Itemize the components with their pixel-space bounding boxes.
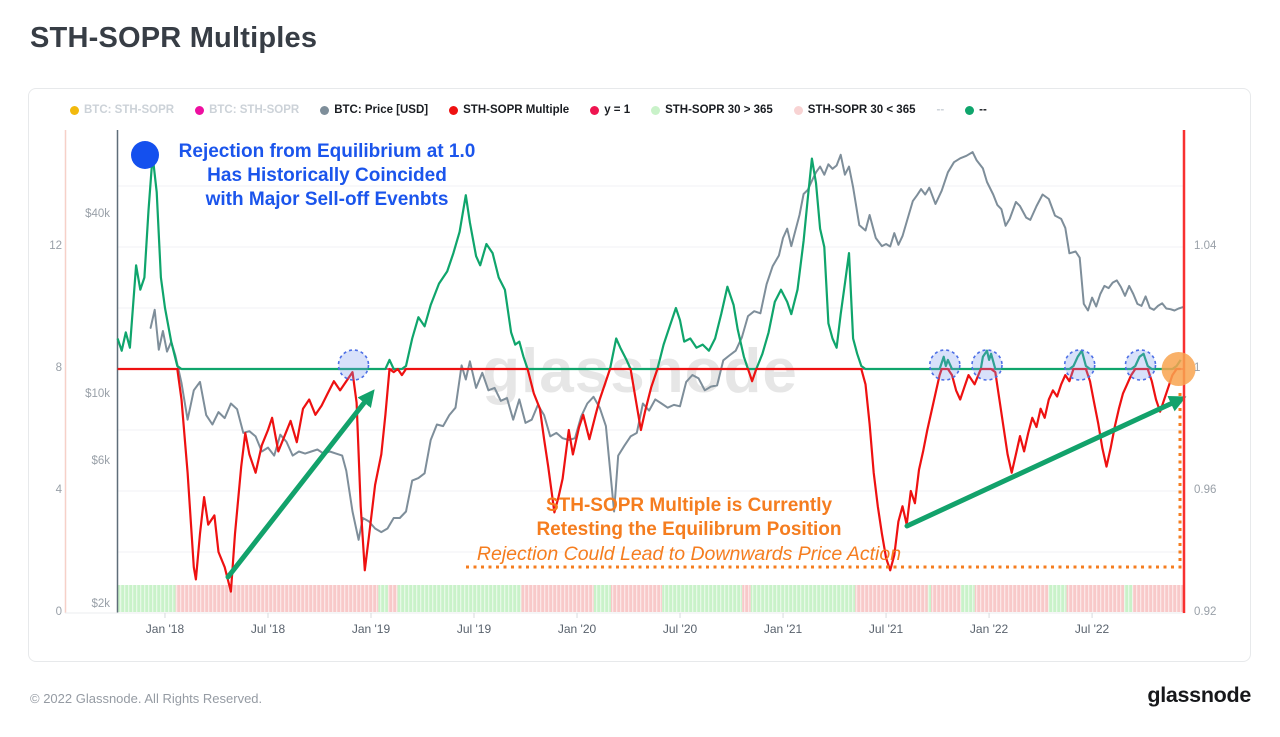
orange-note-line-2: Retesting the Equilibrum Position	[536, 519, 842, 540]
orange-note-line-1: STH-SOPR Multiple is Currently	[545, 495, 833, 516]
legend-item-btc-sth-sopr[interactable]: BTC: STH-SOPR	[70, 104, 174, 116]
legend-dot-icon	[320, 105, 330, 115]
right-axis-label: 0.92	[1194, 606, 1217, 618]
footer-copyright: © 2022 Glassnode. All Rights Reserved.	[30, 691, 263, 706]
equilibrium-retest-circle	[337, 349, 370, 381]
legend-dot-icon	[590, 105, 600, 115]
right-axis-label: 1.04	[1194, 240, 1217, 252]
x-axis-label: Jan '21	[763, 622, 803, 636]
current-retest-circle	[1161, 352, 1196, 386]
chart-legend: BTC: STH-SOPR BTC: STH-SOPR BTC: Price [US…	[70, 104, 987, 116]
left-axis-label: 4	[55, 484, 62, 496]
equilibrium-retest-circle	[928, 349, 961, 381]
blue-note-line-3: with Major Sell-off Evenbts	[205, 189, 449, 210]
legend-item-sth-sopr-30-365[interactable]: STH-SOPR 30 < 365	[793, 104, 916, 116]
sth-sopr-multiple-line-below	[117, 367, 1181, 593]
legend-item-sth-sopr-multiple[interactable]: STH-SOPR Multiple	[449, 104, 569, 116]
legend-dot-icon	[195, 105, 205, 115]
price-axis-label: $2k	[91, 598, 110, 610]
x-axis-label: Jan '19	[351, 622, 391, 636]
right-axis-label: 0.96	[1194, 484, 1217, 496]
orange-dotted-connector	[466, 392, 1182, 569]
legend-item-label: STH-SOPR 30 < 365	[807, 104, 916, 116]
legend-item-label: STH-SOPR 30 > 365	[665, 104, 773, 116]
legend-dot-icon	[793, 105, 803, 115]
right-axis-label: 1	[1194, 362, 1201, 374]
glassnode-logo: glassnode	[1147, 683, 1251, 707]
page-title: STH-SOPR Multiples	[30, 22, 318, 54]
legend-item-label: --	[979, 104, 987, 116]
x-axis-label: Jul '19	[456, 622, 492, 636]
blue-annotation-dot	[131, 141, 159, 169]
equilibrium-retest-circle	[971, 349, 1003, 381]
legend-item-label: BTC: STH-SOPR	[209, 104, 300, 116]
x-axis-label: Jan '22	[969, 622, 1009, 636]
equilibrium-retest-circle	[1063, 349, 1096, 381]
trend-arrow	[225, 389, 375, 580]
legend-item-label: STH-SOPR Multiple	[463, 104, 570, 116]
annotation-orange-note: STH-SOPR Multiple is Currently Retesting…	[428, 494, 950, 566]
left-axis-label: 0	[55, 606, 62, 618]
legend-dot-icon	[965, 105, 975, 115]
x-axis-label: Jan '20	[557, 622, 597, 636]
trend-arrow	[904, 395, 1187, 529]
legend-dot-icon	[651, 105, 661, 115]
blue-note-line-2: Has Historically Coincided	[207, 165, 447, 186]
legend-item-label: --	[936, 104, 945, 116]
price-axis-label: $40k	[85, 207, 110, 220]
x-axis-label: Jul '20	[662, 622, 698, 636]
legend-item-btc-price-usd[interactable]: BTC: Price [USD]	[320, 104, 428, 116]
legend-dot-icon	[70, 105, 79, 115]
x-axis-label: Jan '18	[145, 622, 185, 636]
blue-note-line-1: Rejection from Equilibrium at 1.0	[178, 141, 476, 162]
regime-strip-texture	[118, 585, 1185, 612]
legend-dot-icon	[449, 105, 459, 115]
legend-item-[interactable]: --	[937, 104, 945, 116]
btc-price-line	[149, 151, 1184, 541]
equilibrium-retest-circle	[1124, 349, 1157, 381]
legend-item-sth-sopr-30-365[interactable]: STH-SOPR 30 > 365	[651, 104, 773, 116]
x-axis-label: Jul '21	[868, 622, 904, 636]
legend-item-[interactable]: --	[965, 104, 987, 116]
legend-item-label: BTC: Price [USD]	[334, 104, 429, 116]
x-axis-label: Jul '22	[1074, 622, 1110, 636]
annotation-blue-note: Rejection from Equilibrium at 1.0 Has Hi…	[176, 140, 478, 212]
legend-item-y-1[interactable]: y = 1	[590, 104, 630, 116]
legend-item-label: y = 1	[604, 104, 631, 116]
price-axis-label: $10k	[85, 388, 110, 401]
legend-item-btc-sth-sopr[interactable]: BTC: STH-SOPR	[195, 104, 299, 116]
legend-item-label: BTC: STH-SOPR	[84, 104, 175, 116]
sth-sopr-multiple-line-above	[116, 154, 1182, 371]
x-axis-label: Jul '18	[250, 622, 286, 636]
left-axis-label: 12	[49, 240, 62, 252]
price-axis-label: $6k	[91, 454, 110, 467]
orange-note-italic-line: Rejection Could Lead to Downwards Price …	[476, 543, 902, 565]
left-axis-label: 8	[55, 362, 62, 374]
